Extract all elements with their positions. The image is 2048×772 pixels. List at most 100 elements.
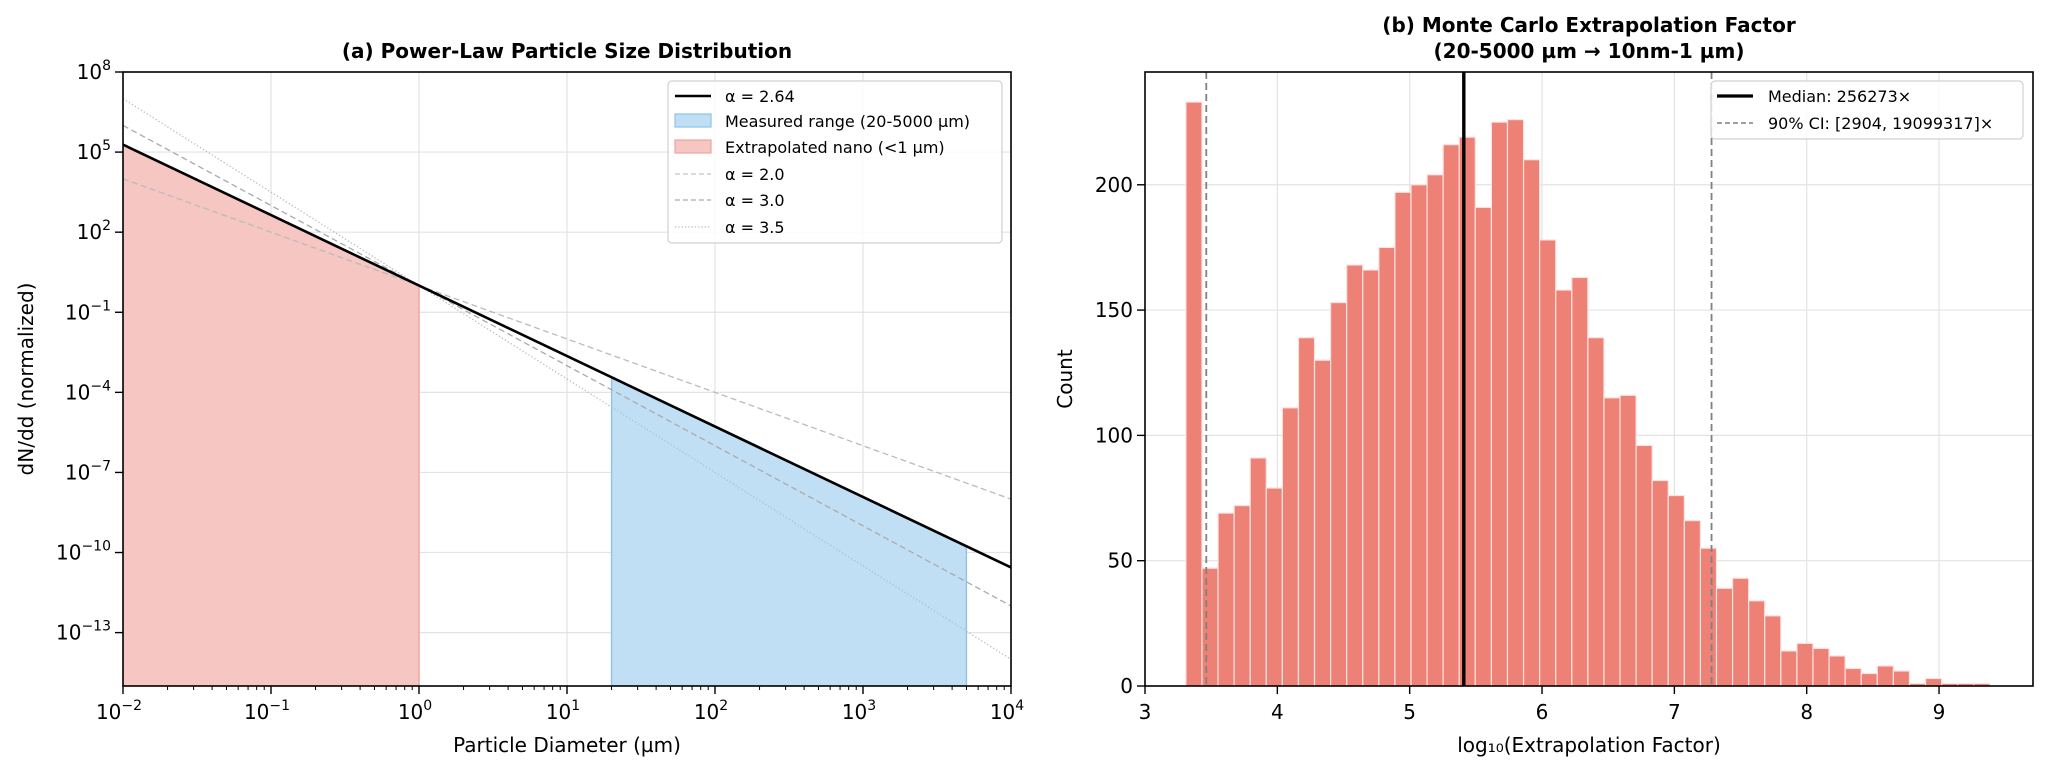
legend-label: Extrapolated nano (<1 µm) [725, 138, 945, 157]
x-tick-label: 10−2 [96, 698, 142, 724]
histogram-bar [1249, 457, 1267, 686]
panel-b-legend: Median: 256273× 90% CI: [2904, 19099317]… [1710, 80, 2024, 140]
histogram-bar [1362, 269, 1380, 686]
legend-label: α = 3.5 [725, 218, 785, 237]
x-tick-label: 9 [1933, 700, 1946, 724]
histogram-bar [1812, 647, 1830, 686]
histogram-bar [1330, 301, 1348, 686]
histogram-bar [1233, 504, 1251, 686]
panel-a-ylabel: dN/dd (normalized) [14, 283, 38, 476]
y-tick-label: 10−7 [65, 458, 111, 484]
legend-frame [1710, 80, 2024, 140]
histogram-bar [1924, 677, 1943, 686]
histogram-bar [1860, 672, 1878, 686]
histogram-bar [1394, 191, 1412, 686]
histogram-bar [1780, 650, 1798, 686]
histogram-bar [1522, 159, 1541, 686]
histogram-bar [1892, 670, 1911, 686]
histogram-bar [1635, 444, 1653, 686]
x-tick-label: 5 [1403, 700, 1416, 724]
x-tick-label: 6 [1536, 700, 1549, 724]
series-line-alpha-2.64 [123, 143, 1011, 569]
panel-a-xlabel: Particle Diameter (µm) [453, 733, 681, 757]
legend-label: α = 3.0 [725, 191, 785, 210]
panel-b-title-line2: (20-5000 µm → 10nm-1 µm) [1434, 39, 1745, 63]
y-tick-label: 50 [1108, 549, 1133, 573]
x-tick-label: 103 [842, 698, 876, 724]
y-tick-label: 10−4 [65, 378, 111, 404]
y-tick-label: 100 [1095, 423, 1133, 447]
histogram-bar [1217, 512, 1235, 686]
histogram-bar [1828, 655, 1846, 686]
histogram-bar [1796, 642, 1814, 686]
panel-a-shaded-regions [123, 143, 968, 686]
panel-a-legend: α = 2.64 Measured range (20-5000 µm) Ext… [667, 80, 1003, 244]
legend-swatch-measured [674, 113, 712, 128]
histogram-bar [1378, 246, 1396, 686]
panel-b-ticks: 3 4 5 6 7 8 9 0 50 100 150 200 [1095, 173, 1946, 724]
x-tick-label: 8 [1800, 700, 1813, 724]
histogram-bar [1619, 394, 1637, 686]
histogram-bar [1185, 101, 1203, 686]
measured-range-region [610, 376, 968, 686]
y-tick-label: 10−1 [65, 298, 111, 324]
histogram-bar [1297, 337, 1316, 686]
histogram-bar [1876, 665, 1894, 686]
x-tick-label: 100 [398, 698, 432, 724]
panel-b-axes-frame [1144, 71, 2034, 687]
panel-b-ylabel: Count [1053, 349, 1077, 409]
histogram-bar [1539, 239, 1557, 686]
series-line-alpha-3 [123, 124, 1011, 607]
histogram-bar [1844, 667, 1862, 686]
extrapolated-nano-region [123, 143, 420, 686]
legend-label: α = 2.64 [725, 87, 795, 106]
histogram-bar [1506, 119, 1525, 686]
y-tick-label: 0 [1120, 674, 1133, 698]
panel-a-title: (a) Power-Law Particle Size Distribution [342, 39, 792, 63]
x-tick-label: 10−1 [244, 698, 290, 724]
x-tick-label: 102 [694, 698, 728, 724]
series-line-alpha-3.5 [123, 98, 1011, 660]
histogram-bar [1201, 567, 1219, 686]
panel-b-title-line1: (b) Monte Carlo Extrapolation Factor [1382, 13, 1796, 37]
y-tick-label: 10−10 [56, 539, 111, 565]
series-line-alpha-2 [123, 178, 1011, 500]
legend-label: Measured range (20-5000 µm) [725, 112, 970, 131]
histogram-bar [1699, 547, 1718, 686]
panel-b: (b) Monte Carlo Extrapolation Factor (20… [1053, 13, 2034, 757]
histogram-bar [1973, 682, 1991, 686]
panel-b-reference-lines [1205, 72, 1713, 686]
histogram-bar [1587, 337, 1605, 686]
histogram-bar [1603, 397, 1621, 686]
legend-label: 90% CI: [2904, 19099317]× [1768, 114, 1993, 133]
histogram-bar [1715, 587, 1734, 686]
histogram-bar [1458, 136, 1476, 686]
y-tick-label: 102 [77, 218, 111, 244]
histogram-bar [1748, 600, 1766, 686]
y-tick-label: 105 [77, 138, 111, 164]
histogram-bar [1555, 289, 1573, 686]
y-tick-label: 108 [77, 58, 111, 84]
histogram-bar [1474, 206, 1492, 686]
histogram-bar [1651, 479, 1669, 686]
y-tick-label: 10−13 [56, 619, 111, 645]
legend-frame [667, 80, 1003, 244]
histogram-bar [1571, 276, 1589, 686]
legend-label: Median: 256273× [1768, 87, 1911, 106]
x-tick-label: 101 [546, 698, 580, 724]
x-tick-label: 4 [1271, 700, 1284, 724]
histogram-bar [1764, 615, 1782, 686]
histogram-bar [1683, 519, 1702, 686]
histogram-bar [1265, 487, 1283, 686]
legend-label: α = 2.0 [725, 165, 785, 184]
panel-a-ticks: 10−2 10−1 100 101 102 103 104 108 105 102 10−1 10−4… [56, 58, 1024, 724]
histogram-bar [1442, 144, 1460, 686]
histogram-bar [1410, 184, 1428, 686]
panel-b-xlabel: log₁₀(Extrapolation Factor) [1457, 733, 1721, 757]
y-tick-label: 200 [1095, 173, 1133, 197]
x-tick-label: 3 [1139, 700, 1152, 724]
histogram-bar [1490, 121, 1509, 686]
x-tick-label: 104 [990, 698, 1024, 724]
panel-b-bars [1185, 101, 1991, 686]
